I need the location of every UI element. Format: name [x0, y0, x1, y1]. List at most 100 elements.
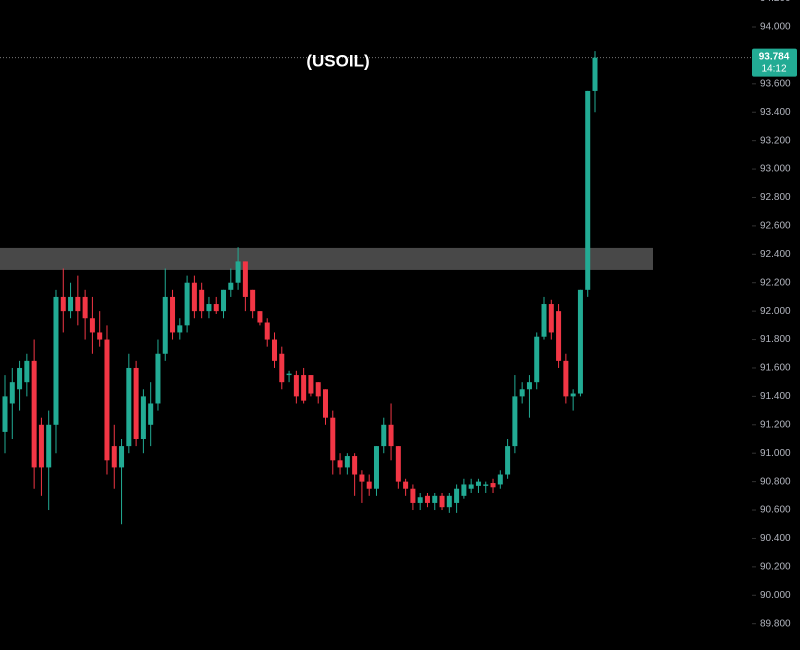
candle-body [563, 360, 569, 397]
candle-body [483, 484, 489, 486]
candle-body [264, 322, 270, 340]
candle-body [279, 353, 285, 383]
candle-body [60, 296, 66, 312]
y-tick-label: 94.000 [760, 22, 791, 33]
price-tag-time: 14:12 [761, 63, 786, 74]
candle-body [548, 304, 554, 333]
candle-body [526, 382, 532, 390]
candle-body [330, 417, 336, 461]
candle-body [410, 488, 416, 503]
candle-body [155, 353, 161, 404]
candle-body [366, 481, 372, 489]
candle-body [592, 57, 598, 91]
candle-body [24, 360, 30, 383]
candle-body [446, 495, 452, 508]
candle-body [505, 446, 511, 475]
y-tick-label: 92.800 [760, 192, 791, 203]
y-tick-label: 94.200 [760, 0, 791, 4]
candle-body [119, 446, 125, 468]
candle-body [148, 403, 154, 425]
candle-body [468, 484, 474, 489]
y-tick-label: 91.600 [760, 363, 791, 374]
candle-body [395, 446, 401, 482]
candle-body [162, 296, 168, 354]
candle-body [454, 488, 460, 503]
candle-body [556, 311, 562, 361]
candle-body [257, 311, 263, 323]
candle-body [490, 483, 496, 488]
plot-area [0, 51, 752, 525]
candle-body [31, 360, 37, 468]
candle-body [82, 296, 88, 319]
candle-body [344, 456, 350, 468]
candle-body [235, 261, 241, 283]
candle-body [126, 367, 132, 447]
candle-body [293, 375, 299, 397]
y-tick-label: 91.800 [760, 334, 791, 345]
price-tag-value: 93.784 [759, 51, 790, 62]
candle-body [315, 382, 321, 397]
y-tick-label: 92.600 [760, 221, 791, 232]
y-tick-label: 92.000 [760, 306, 791, 317]
resistance-zone [0, 247, 653, 270]
y-tick-label: 92.400 [760, 249, 791, 260]
candle-body [373, 446, 379, 489]
candle-body [286, 373, 292, 376]
candle-body [97, 332, 103, 340]
y-tick-label: 93.000 [760, 164, 791, 175]
y-tick-label: 91.000 [760, 448, 791, 459]
candle-body [170, 296, 176, 333]
candle-body [104, 339, 110, 461]
candle-body [534, 336, 540, 383]
candle-body [577, 289, 583, 394]
candle-body [206, 304, 212, 312]
candle-body [46, 424, 52, 468]
y-tick-label: 90.800 [760, 476, 791, 487]
candle-body [272, 339, 278, 361]
candle-body [301, 375, 307, 401]
candle-body [403, 481, 409, 489]
candle-body [89, 318, 95, 333]
y-tick-label: 91.200 [760, 419, 791, 430]
y-tick-label: 90.200 [760, 562, 791, 573]
candle-body [512, 396, 518, 447]
candle-body [111, 446, 117, 468]
candle-body [432, 495, 438, 503]
y-tick-label: 92.200 [760, 277, 791, 288]
candle-body [570, 393, 576, 397]
candle-body [177, 325, 183, 333]
y-tick-label: 90.000 [760, 590, 791, 601]
chart-title: (USOIL) [306, 51, 369, 70]
candle-body [381, 424, 387, 447]
y-tick-label: 93.600 [760, 78, 791, 89]
candle-body [424, 495, 430, 503]
candle-body [352, 456, 358, 475]
y-tick-label: 93.200 [760, 135, 791, 146]
candle-body [497, 474, 503, 485]
candle-body [439, 495, 445, 508]
candle-body [9, 382, 15, 404]
candle-body [140, 396, 146, 439]
candle-body [199, 289, 205, 312]
y-tick-label: 93.400 [760, 107, 791, 118]
candle-body [17, 367, 23, 390]
candle-body [308, 375, 314, 394]
candle-body [417, 497, 423, 503]
candle-body [322, 389, 328, 418]
y-tick-label: 90.400 [760, 533, 791, 544]
candle-body [519, 389, 525, 397]
candle-body [221, 289, 227, 312]
candle-body [184, 282, 190, 326]
candle-body [585, 90, 591, 290]
candle-body [388, 424, 394, 447]
candle-body [68, 296, 74, 312]
price-tag [752, 48, 797, 77]
candle-body [213, 304, 219, 312]
candle-body [250, 289, 256, 312]
candle-body [461, 484, 467, 496]
candle-body [337, 460, 343, 468]
candle-body [38, 424, 44, 468]
candle-body [359, 474, 365, 482]
candle-body [228, 282, 234, 290]
